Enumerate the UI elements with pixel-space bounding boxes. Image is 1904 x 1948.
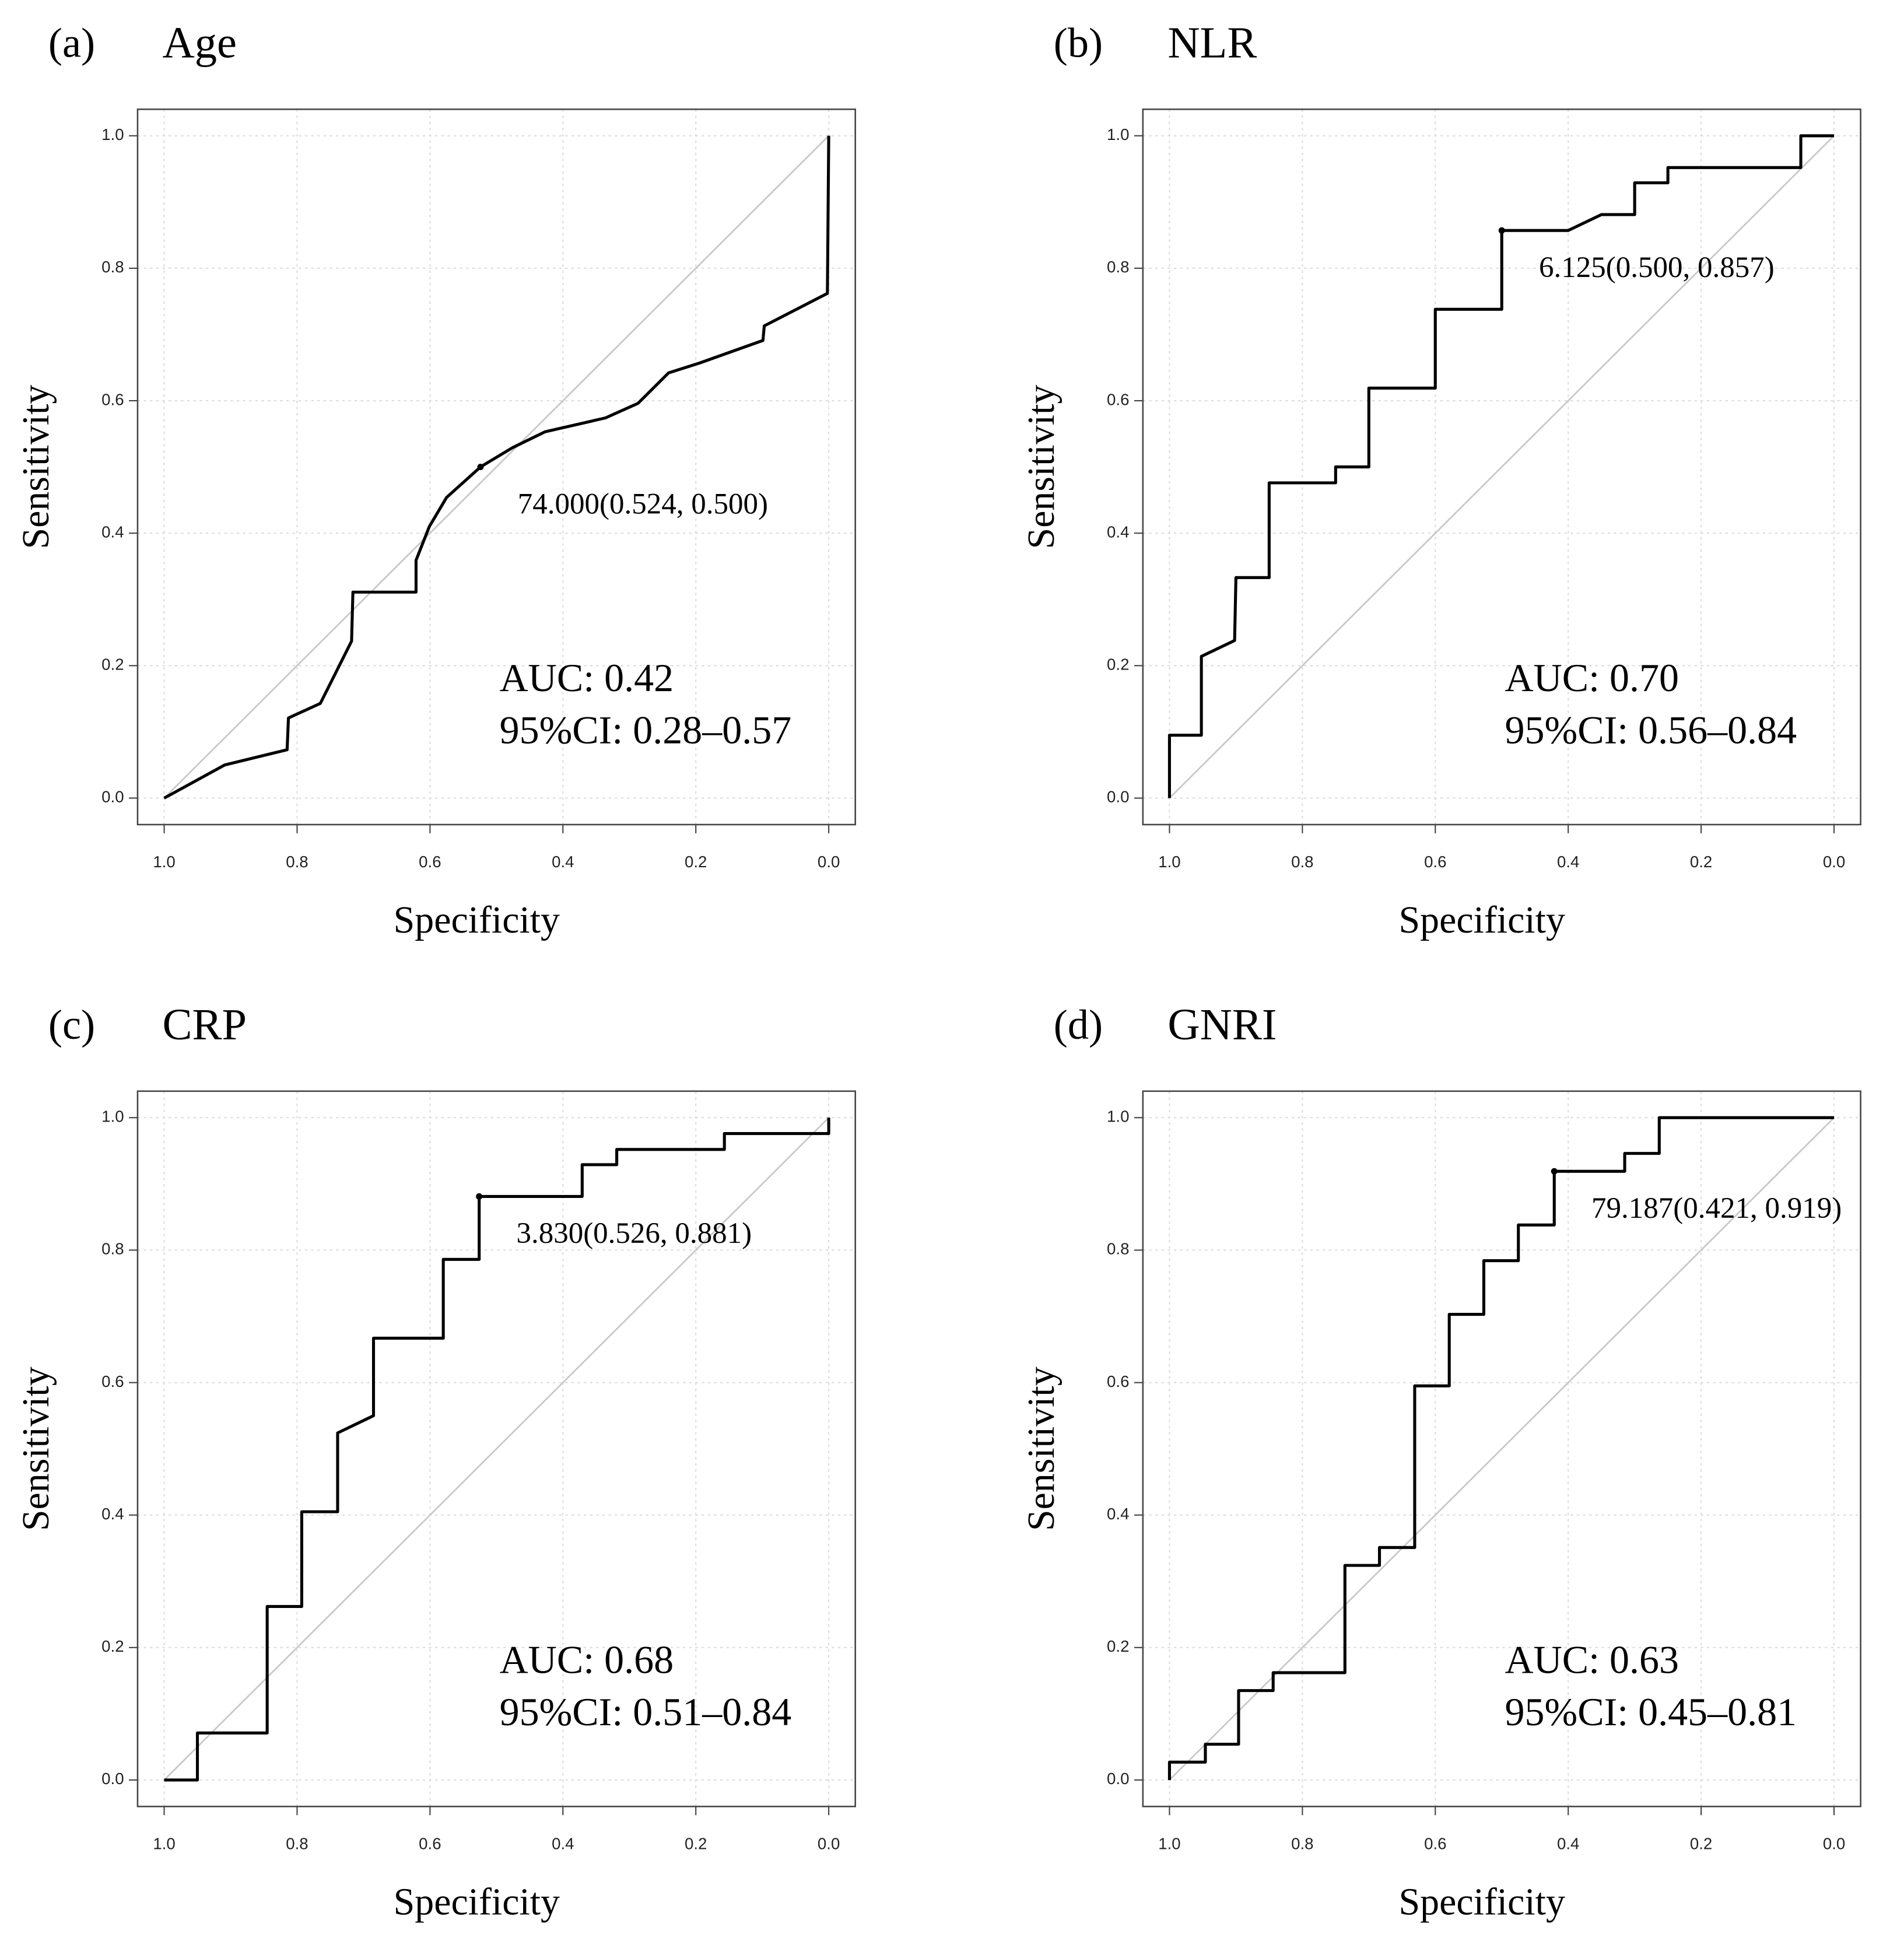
x-tick-label: 0.2: [1690, 1835, 1712, 1853]
x-tick-label: 0.6: [419, 853, 441, 871]
annotation: AUC: 0.63: [1505, 1638, 1679, 1682]
threshold-label: 6.125(0.500, 0.857): [1539, 251, 1775, 284]
y-tick-label: 0.6: [101, 1372, 124, 1390]
y-axis-label: Sensitivity: [15, 1367, 57, 1531]
x-tick-label: 0.6: [1424, 1835, 1446, 1853]
threshold-label: 79.187(0.421, 0.919): [1591, 1192, 1842, 1225]
x-tick-label: 0.0: [818, 1835, 840, 1853]
y-tick-label: 0.8: [101, 258, 124, 276]
x-tick-label: 0.8: [286, 1835, 308, 1853]
reference-line: [1169, 135, 1835, 799]
plot-frame: [136, 1090, 856, 1807]
x-tick-label: 0.2: [685, 853, 707, 871]
y-tick-label: 0.8: [101, 1240, 124, 1258]
threshold-point: [1551, 1168, 1558, 1175]
y-tick-label: 0.8: [1107, 1240, 1129, 1258]
x-tick-label: 0.6: [419, 1835, 441, 1853]
y-axis-label: Sensitivity: [1020, 1367, 1063, 1531]
y-tick-label: 0.0: [1107, 788, 1129, 806]
y-tick-label: 0.0: [101, 788, 124, 806]
y-tick-label: 0.0: [1107, 1770, 1129, 1788]
annotation: 95%CI: 0.51–0.84: [500, 1690, 792, 1734]
y-tick-label: 1.0: [101, 125, 124, 143]
y-tick-label: 0.4: [101, 1505, 124, 1523]
panel-title: NLR: [1167, 18, 1257, 68]
y-tick-label: 0.4: [1107, 1505, 1129, 1523]
x-tick-label: 0.4: [1557, 1835, 1579, 1853]
y-tick-label: 0.2: [101, 656, 124, 674]
annotation: AUC: 0.42: [500, 656, 674, 700]
annotation: AUC: 0.70: [1505, 656, 1679, 700]
x-tick-label: 0.2: [685, 1835, 707, 1853]
x-tick-label: 0.8: [1291, 1835, 1313, 1853]
threshold-point: [477, 464, 484, 471]
y-tick-label: 0.6: [1107, 1372, 1129, 1390]
x-axis-label: Specificity: [1399, 899, 1565, 941]
x-axis-label: Specificity: [394, 1881, 560, 1924]
x-tick-label: 0.0: [1823, 1835, 1845, 1853]
x-axis-label: Specificity: [1399, 1881, 1565, 1924]
y-tick-label: 0.2: [101, 1637, 124, 1655]
panel-title: GNRI: [1167, 1000, 1277, 1049]
threshold-point: [476, 1193, 483, 1200]
annotation: 95%CI: 0.28–0.57: [500, 707, 792, 752]
y-tick-label: 0.8: [1107, 258, 1129, 276]
plot-frame: [1142, 108, 1861, 826]
x-tick-label: 0.0: [818, 853, 840, 871]
y-axis-label: Sensitivity: [15, 385, 57, 549]
roc-curve: [1167, 1116, 1835, 1780]
x-tick-label: 0.6: [1424, 853, 1446, 871]
threshold-label: 3.830(0.526, 0.881): [516, 1217, 752, 1250]
annotation: 95%CI: 0.45–0.81: [1505, 1690, 1797, 1734]
y-tick-label: 0.6: [1107, 390, 1129, 408]
y-tick-label: 0.4: [101, 523, 124, 541]
panel-label: (b): [1054, 20, 1103, 66]
x-tick-label: 1.0: [1158, 853, 1180, 871]
roc-curve: [1167, 134, 1835, 798]
x-tick-label: 0.4: [552, 853, 574, 871]
roc-curve: [163, 135, 830, 800]
y-tick-label: 0.2: [1107, 1637, 1129, 1655]
roc-curve: [164, 1117, 830, 1782]
x-tick-label: 0.2: [1690, 853, 1712, 871]
panel-title: CRP: [162, 1000, 247, 1049]
x-tick-label: 0.8: [286, 853, 308, 871]
x-axis-label: Specificity: [394, 899, 560, 941]
y-tick-label: 1.0: [1107, 125, 1129, 143]
annotation: AUC: 0.68: [500, 1638, 674, 1682]
panel-title: Age: [162, 18, 236, 68]
y-axis-label: Sensitivity: [1020, 385, 1063, 549]
y-tick-label: 0.0: [101, 1770, 124, 1788]
x-tick-label: 1.0: [1158, 1835, 1180, 1853]
threshold-point: [1498, 227, 1505, 234]
plot-frame: [136, 108, 856, 826]
x-tick-label: 0.4: [1557, 853, 1579, 871]
reference-line: [163, 135, 830, 799]
y-tick-label: 0.2: [1107, 656, 1129, 674]
reference-line: [1169, 1117, 1835, 1781]
panel-label: (c): [48, 1001, 95, 1048]
x-tick-label: 0.8: [1291, 853, 1313, 871]
y-tick-label: 1.0: [101, 1108, 124, 1126]
y-tick-label: 1.0: [1107, 1108, 1129, 1126]
panel-label: (a): [48, 20, 95, 66]
x-tick-label: 1.0: [153, 1835, 175, 1853]
x-tick-label: 0.4: [552, 1835, 574, 1853]
panel-label: (d): [1054, 1001, 1103, 1048]
threshold-label: 74.000(0.524, 0.500): [518, 488, 768, 520]
x-tick-label: 1.0: [153, 853, 175, 871]
x-tick-label: 0.0: [1823, 853, 1845, 871]
y-tick-label: 0.4: [1107, 523, 1129, 541]
reference-line: [163, 1117, 830, 1781]
plot-frame: [1142, 1090, 1861, 1807]
y-tick-label: 0.6: [101, 390, 124, 408]
annotation: 95%CI: 0.56–0.84: [1505, 707, 1797, 752]
